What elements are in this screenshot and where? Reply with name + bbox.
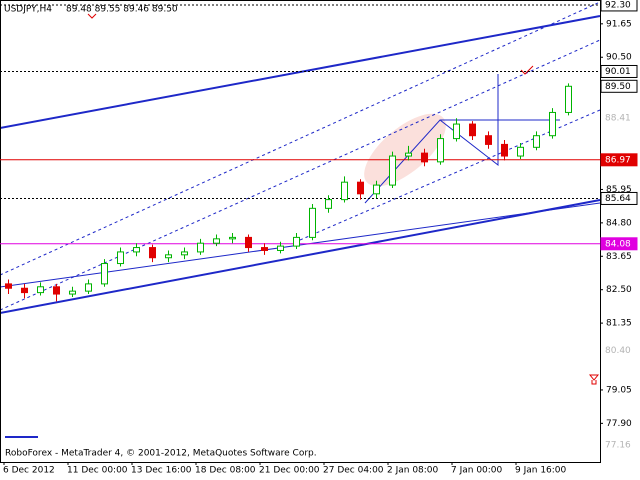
candle-body bbox=[309, 207, 316, 238]
y-tick-label: 81.35 bbox=[606, 319, 632, 329]
candle-body bbox=[357, 181, 364, 195]
level-label: 84.08 bbox=[605, 239, 631, 249]
y-tick-label: 77.90 bbox=[606, 419, 632, 429]
candle-body bbox=[21, 287, 28, 294]
y-tick-label: 91.65 bbox=[606, 19, 632, 29]
x-tick-label: 11 Dec 00:00 bbox=[67, 466, 128, 476]
x-tick-label: 13 Dec 16:00 bbox=[131, 466, 192, 476]
candle-body bbox=[453, 123, 460, 140]
candle-body bbox=[101, 263, 108, 285]
x-tick-label: 2 Jan 08:00 bbox=[387, 466, 439, 476]
y-tick-label: 79.05 bbox=[606, 385, 632, 395]
x-tick-label: 6 Dec 2012 bbox=[3, 466, 55, 476]
candle-body bbox=[437, 138, 444, 163]
candle-body bbox=[133, 247, 140, 253]
candle-body bbox=[229, 236, 236, 240]
level-box bbox=[600, 64, 638, 78]
candle-body bbox=[421, 152, 428, 163]
channel-line bbox=[0, 39, 601, 311]
level-label: 92.30 bbox=[605, 0, 631, 10]
level-box bbox=[600, 153, 638, 167]
x-tick-label: 27 Dec 04:00 bbox=[323, 466, 384, 476]
candle-body bbox=[549, 111, 556, 137]
level-box bbox=[600, 237, 638, 251]
candle-body bbox=[37, 286, 44, 294]
candle-body bbox=[341, 181, 348, 201]
level-label: 85.64 bbox=[605, 194, 631, 204]
highlight-zone bbox=[364, 113, 446, 187]
y-tick-label: 90.50 bbox=[606, 53, 632, 63]
candle-body bbox=[53, 286, 60, 295]
check-mark bbox=[87, 13, 97, 19]
candle-body bbox=[245, 236, 252, 249]
chart-title: USDJPY,H4 bbox=[4, 5, 52, 15]
candle-body bbox=[485, 135, 492, 145]
footer: RoboForex - MetaTrader 4, © 2001-2012, M… bbox=[5, 449, 317, 459]
candle-body bbox=[389, 155, 396, 186]
candle-body bbox=[325, 199, 332, 209]
candle-body bbox=[405, 152, 412, 157]
y-tick-label: 82.50 bbox=[606, 285, 632, 295]
x-tick-label: 18 Dec 08:00 bbox=[195, 466, 256, 476]
candle-body bbox=[533, 135, 540, 148]
level-label: 77.16 bbox=[605, 440, 631, 450]
level-label: 86.97 bbox=[605, 155, 631, 165]
candle-body bbox=[277, 245, 284, 251]
check-mark bbox=[520, 65, 534, 75]
y-tick-label: 85.95 bbox=[606, 185, 632, 195]
candle-body bbox=[373, 184, 380, 195]
candle-body bbox=[261, 247, 268, 251]
candle-body bbox=[69, 290, 76, 295]
channel-line bbox=[0, 1, 601, 276]
candle-body bbox=[181, 251, 188, 256]
y-tick-label: 83.65 bbox=[606, 252, 632, 262]
candle-body bbox=[117, 251, 124, 265]
candle-body bbox=[293, 236, 300, 247]
level-label: 89.50 bbox=[605, 82, 631, 92]
candle-body bbox=[197, 242, 204, 253]
candle-body bbox=[501, 143, 508, 157]
level-box bbox=[600, 191, 638, 205]
trend-line bbox=[0, 199, 601, 314]
candle-body bbox=[213, 238, 220, 244]
candle-body bbox=[165, 254, 172, 259]
y-tick-label: 84.80 bbox=[606, 218, 632, 228]
annotations bbox=[0, 1, 601, 438]
candle-body bbox=[5, 283, 12, 289]
level-label: 90.01 bbox=[605, 67, 631, 77]
x-tick-label: 9 Jan 16:00 bbox=[515, 466, 567, 476]
candle-body bbox=[469, 123, 476, 137]
level-label: 80.40 bbox=[605, 346, 631, 356]
x-tick-label: 7 Jan 00:00 bbox=[451, 466, 503, 476]
arrow-icon bbox=[588, 374, 600, 385]
level-box bbox=[600, 0, 638, 12]
trend-line bbox=[0, 15, 601, 129]
quote: 89.48 89.55 89.46 89.50 bbox=[66, 5, 178, 15]
candle-body bbox=[565, 85, 572, 113]
level-label: 88.41 bbox=[605, 113, 631, 123]
candle-body bbox=[149, 247, 156, 259]
candle-body bbox=[85, 283, 92, 292]
level-box bbox=[600, 79, 638, 93]
x-tick-label: 21 Dec 00:00 bbox=[259, 466, 320, 476]
candle-body bbox=[517, 146, 524, 157]
plot-frame bbox=[0, 0, 601, 463]
